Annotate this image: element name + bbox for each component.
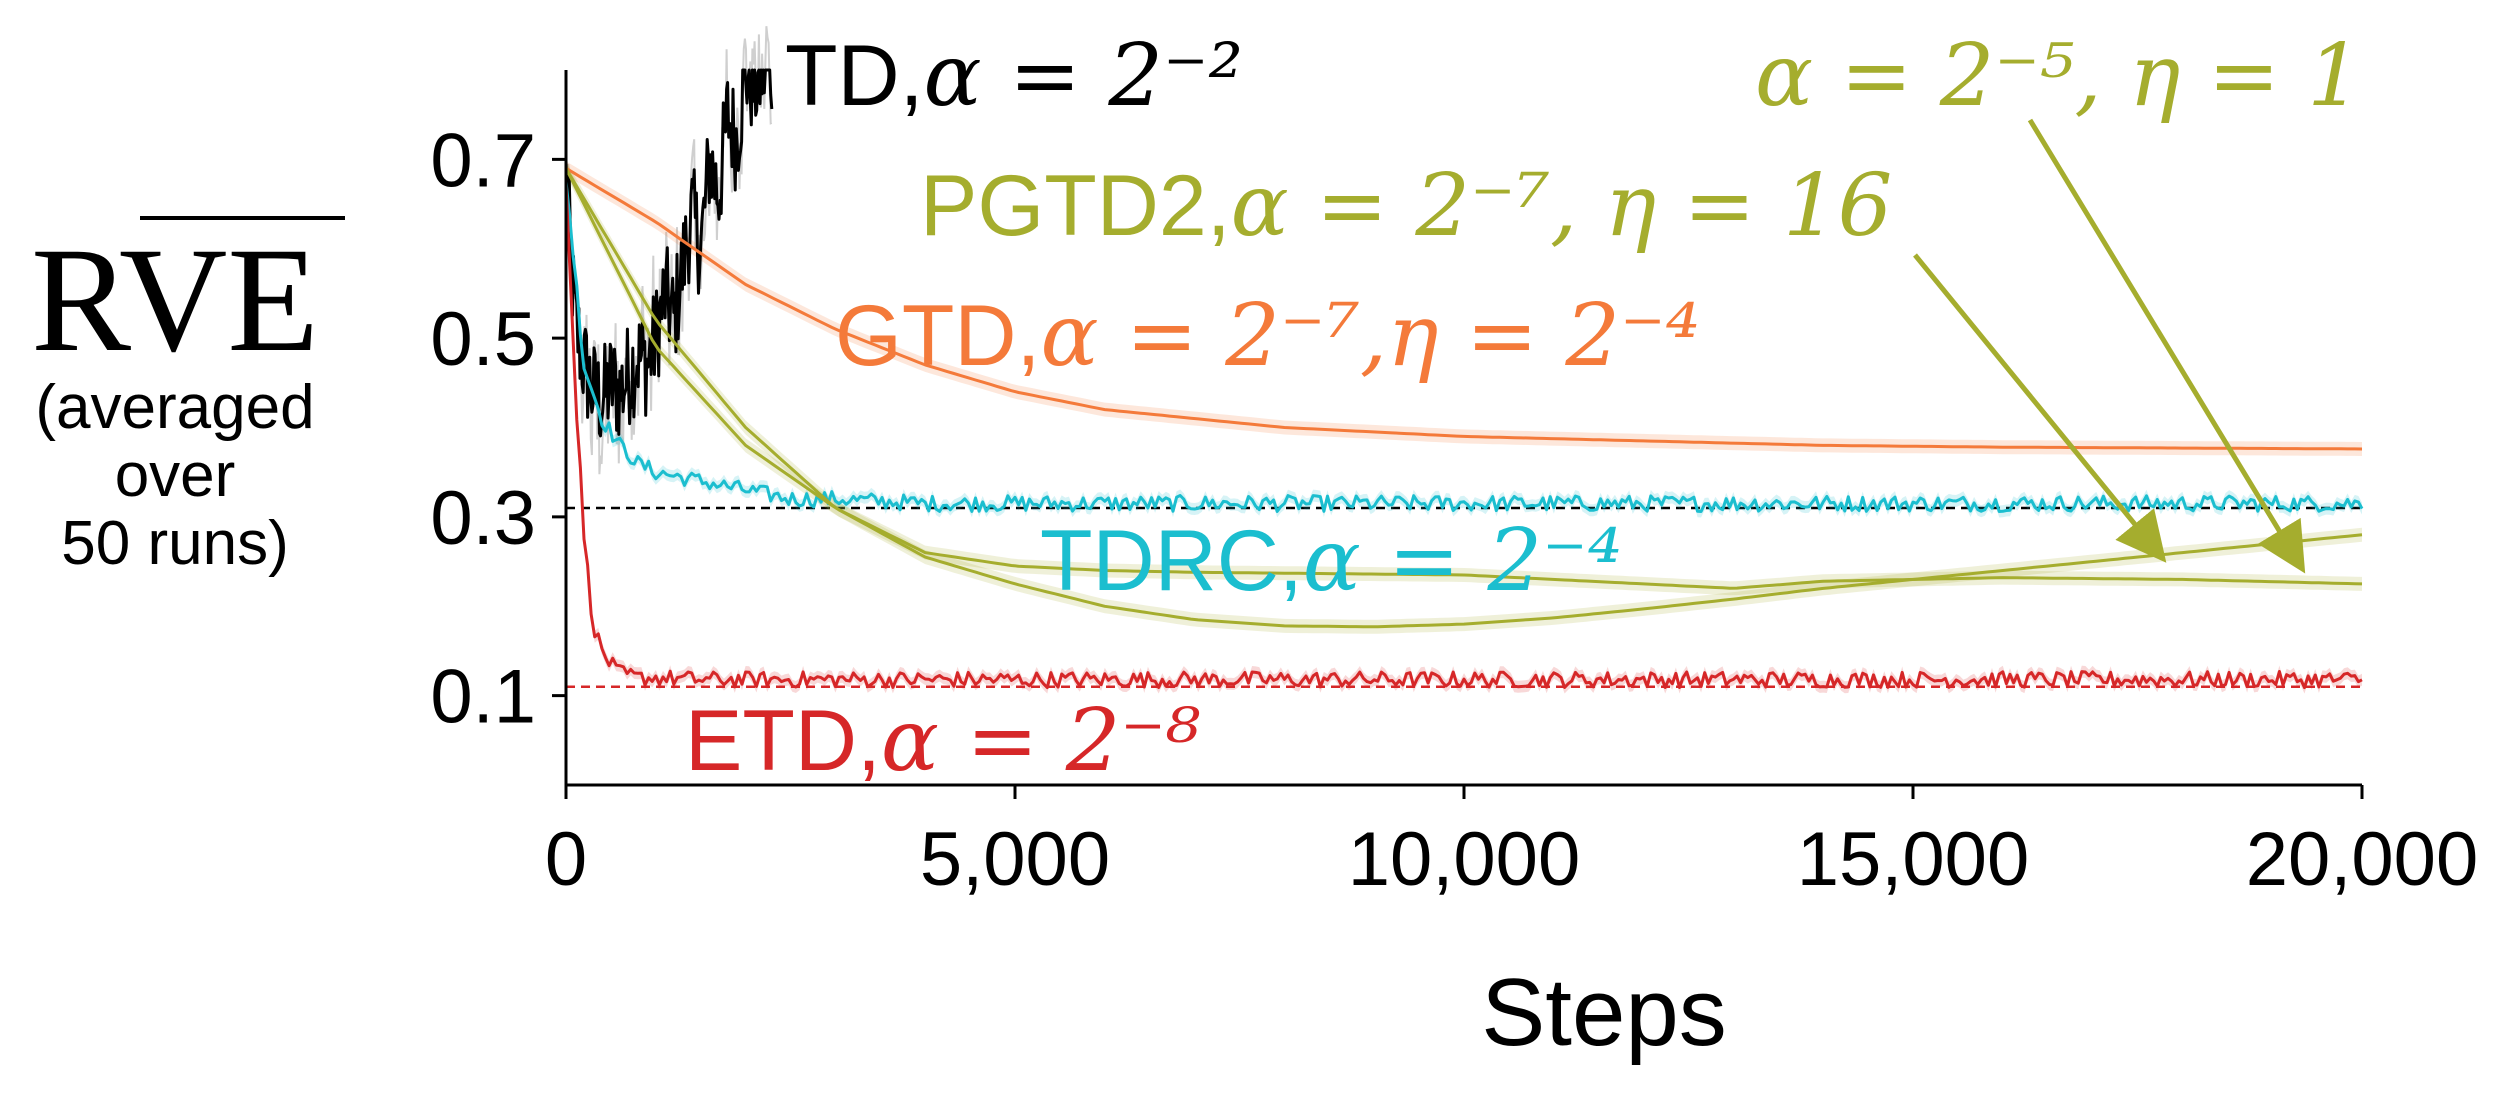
annotation-name: TDRC, [1040, 513, 1303, 609]
annotation-name: ETD, [685, 693, 881, 789]
annotation-1: α = 2⁻⁵, η = 1 [1755, 26, 2362, 126]
x-tick-label: 20,000 [2246, 817, 2478, 902]
annotation-name: GTD, [835, 288, 1040, 384]
x-tick-label: 0 [545, 817, 587, 902]
annotation-math: α = 2⁻⁸ [881, 691, 1201, 791]
annotation-3: GTD,α = 2⁻⁷,η = 2⁻⁴ [835, 286, 1700, 386]
annotation-name: PGTD2, [920, 158, 1231, 254]
y-tick-label: 0.7 [430, 118, 536, 203]
y-axis-subtitle-line: over [115, 441, 236, 510]
y-axis-title: RVE [31, 217, 319, 383]
series-lines [564, 68, 2364, 690]
x-tick-label: 5,000 [920, 817, 1110, 902]
ticks: 0 5,000 10,000 15,000 20,000 0.1 0.3 0.5 0.7 [430, 118, 2478, 902]
annotation-math: α = 2⁻² [924, 26, 1243, 126]
y-axis-subtitle-line: (averaged [35, 373, 314, 442]
annotation-4: TDRC,α = 2⁻⁴ [1040, 511, 1622, 611]
y-tick-label: 0.3 [430, 476, 536, 561]
annotation-0: TD,α = 2⁻² [785, 26, 1243, 126]
y-tick-label: 0.1 [430, 655, 536, 740]
annotation-2: PGTD2,α = 2⁻⁷, η = 16 [920, 156, 1892, 256]
y-axis-subtitle-line: 50 runs) [61, 509, 288, 578]
x-tick-label: 15,000 [1797, 817, 2029, 902]
annotation-math: α = 2⁻⁷, η = 16 [1231, 156, 1893, 256]
annotation-math: α = 2⁻⁵, η = 1 [1755, 26, 2362, 126]
annotation-math: α = 2⁻⁴ [1303, 511, 1622, 611]
series-line-td-0 [564, 68, 774, 438]
x-tick-label: 10,000 [1348, 817, 1580, 902]
arrow-eta1 [2027, 118, 2306, 574]
series-line-etd-3 [564, 184, 2363, 690]
series-line-tdrc-2 [564, 181, 2364, 513]
y-tick-label: 0.5 [430, 297, 536, 382]
series-line-gtd-1 [565, 167, 2363, 451]
annotations: TD,α = 2⁻² α = 2⁻⁵, η = 1 PGTD2,α = 2⁻⁷, η… [685, 26, 2362, 791]
x-axis-title: Steps [1481, 959, 1726, 1066]
annotation-name: TD, [785, 28, 924, 124]
series-line-pgtd2-5 [564, 167, 2363, 590]
annotation-math: α = 2⁻⁷,η = 2⁻⁴ [1040, 286, 1700, 386]
arrow-eta16 [1913, 253, 2167, 563]
annotation-5: ETD,α = 2⁻⁸ [685, 691, 1201, 791]
